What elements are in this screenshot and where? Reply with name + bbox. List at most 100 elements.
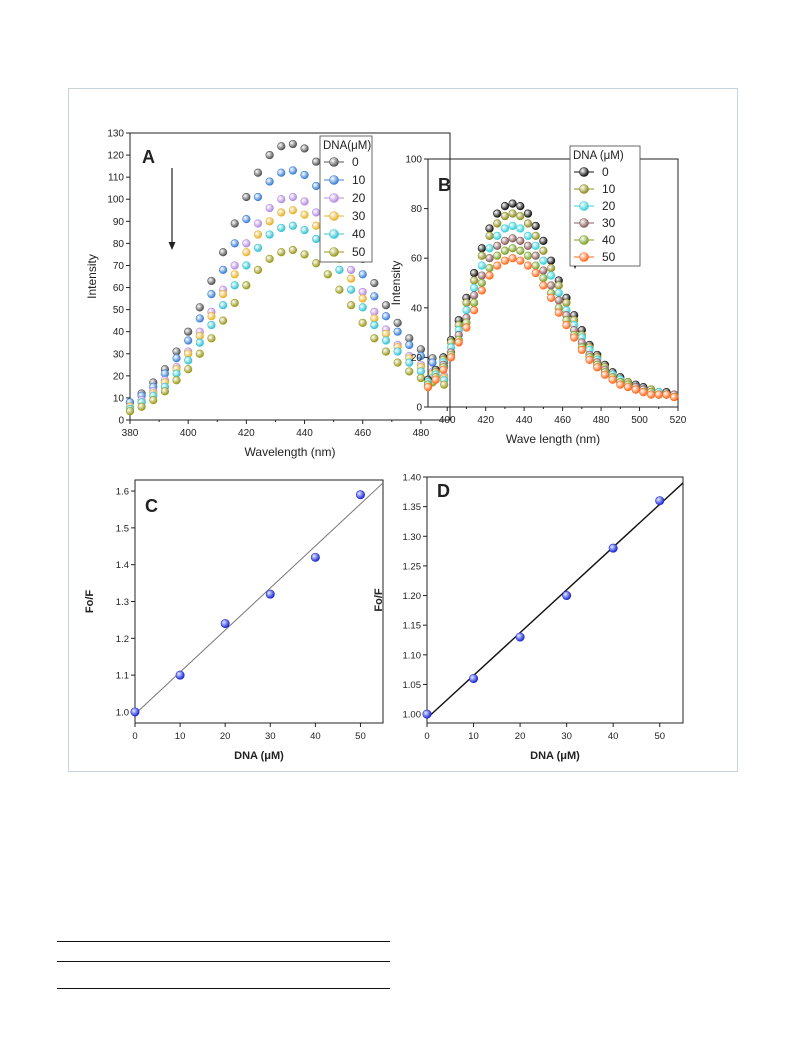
data-point (160, 387, 170, 396)
data-point (288, 166, 298, 175)
y-tick-label: 50 (113, 305, 125, 316)
data-point (265, 254, 274, 263)
table-rule-top (57, 941, 390, 942)
data-point (265, 203, 274, 213)
data-point (230, 261, 239, 270)
data-point (381, 336, 391, 345)
data-point (195, 338, 204, 347)
data-point (531, 251, 540, 260)
data-point (277, 168, 286, 177)
y-tick-label: 90 (113, 217, 125, 228)
data-point (623, 383, 633, 392)
data-point (218, 290, 228, 299)
data-point (370, 334, 379, 343)
data-point (523, 231, 533, 240)
data-point (393, 347, 402, 356)
data-point (253, 168, 263, 177)
data-point (523, 261, 533, 270)
x-tick-label: 380 (122, 428, 139, 439)
legend-entry: 20 (352, 191, 366, 205)
data-point (477, 251, 486, 260)
data-point (130, 707, 140, 717)
data-point (218, 316, 228, 325)
data-point (500, 211, 510, 221)
data-point (477, 244, 486, 253)
data-point (516, 224, 525, 233)
data-point (335, 265, 344, 274)
data-point (370, 320, 379, 330)
y-tick-label: 100 (107, 195, 124, 206)
y-tick-label: 1.35 (403, 502, 422, 513)
legend-box (319, 135, 373, 263)
data-point (508, 234, 517, 243)
data-point (493, 209, 502, 218)
panel-label: A (142, 147, 155, 167)
data-point (531, 221, 540, 231)
y-tick-label: 1.30 (403, 532, 422, 543)
legend-title: DNA(μM) (323, 140, 371, 152)
table-rule-bottom (57, 988, 390, 989)
y-axis-label: Fo/F (84, 590, 96, 613)
data-point (516, 236, 525, 245)
data-point (207, 312, 216, 321)
data-point (493, 251, 502, 260)
data-point (470, 276, 479, 285)
y-tick-label: 20 (113, 371, 125, 382)
data-point (312, 221, 321, 230)
data-point (554, 288, 563, 298)
data-point (265, 230, 274, 239)
data-point (439, 365, 448, 374)
data-point (242, 239, 251, 248)
x-tick-label: 420 (238, 428, 255, 439)
data-point (422, 709, 432, 719)
data-point (523, 241, 533, 250)
data-point (470, 298, 479, 307)
data-point (253, 192, 263, 202)
data-point (585, 355, 594, 364)
x-tick-label: 30 (265, 731, 276, 742)
legend-entry: 40 (352, 227, 366, 241)
data-point (207, 276, 216, 286)
data-point (570, 333, 579, 342)
data-point (416, 351, 426, 361)
data-point (646, 390, 656, 399)
data-point (230, 270, 239, 279)
data-point (358, 294, 367, 303)
data-point (346, 301, 356, 310)
data-point (358, 303, 367, 312)
data-point (554, 296, 563, 305)
y-tick-label: 60 (411, 254, 423, 265)
legend-entry: 10 (352, 173, 366, 187)
data-point (242, 281, 251, 290)
data-point (277, 208, 286, 217)
data-point (500, 202, 510, 211)
data-point (655, 496, 665, 506)
data-point (539, 256, 548, 265)
data-point (515, 632, 525, 642)
legend-marker (329, 229, 339, 239)
panel-label: D (437, 481, 450, 501)
legend-marker (579, 235, 589, 245)
y-tick-label: 130 (107, 129, 124, 140)
data-point (454, 338, 463, 347)
legend-entry: 0 (352, 155, 359, 169)
data-point (462, 323, 471, 332)
data-point (670, 392, 679, 402)
data-point (539, 273, 548, 283)
data-point (554, 281, 563, 290)
data-point (539, 281, 548, 290)
data-point (485, 224, 494, 233)
y-tick-label: 1.15 (403, 621, 422, 632)
data-point (230, 219, 239, 228)
data-point (531, 231, 540, 240)
data-point (184, 356, 193, 365)
data-point (288, 245, 298, 255)
data-point (539, 266, 548, 275)
data-point (381, 301, 391, 310)
x-tick-label: 50 (355, 731, 366, 742)
x-tick-label: 20 (220, 731, 231, 742)
data-point (253, 243, 263, 252)
y-tick-label: 40 (113, 327, 125, 338)
data-point (508, 199, 517, 208)
data-point (358, 318, 367, 327)
